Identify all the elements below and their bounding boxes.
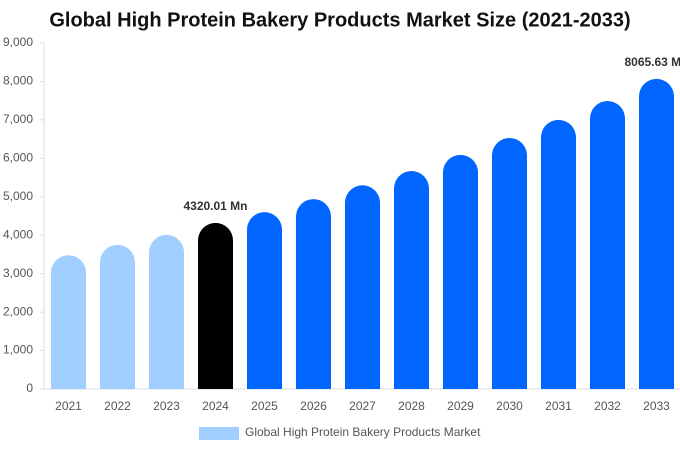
bar xyxy=(541,119,576,389)
bar xyxy=(443,154,478,389)
x-tick-label: 2029 xyxy=(447,399,474,413)
x-tick-label: 2030 xyxy=(496,399,523,413)
y-tick-label: 6,000 xyxy=(3,151,33,165)
x-tick-label: 2031 xyxy=(545,399,572,413)
bar xyxy=(639,78,674,390)
x-tick-label: 2022 xyxy=(104,399,131,413)
legend-label: Global High Protein Bakery Products Mark… xyxy=(245,425,481,439)
value-label: 8065.63 Mn xyxy=(624,55,680,69)
bar xyxy=(149,234,184,389)
y-tick-label: 2,000 xyxy=(3,304,33,318)
bar xyxy=(394,171,429,389)
x-tick-label: 2028 xyxy=(398,399,425,413)
bar xyxy=(51,255,86,389)
bar xyxy=(296,199,331,389)
x-tick-label: 2032 xyxy=(594,399,621,413)
bar xyxy=(590,101,625,389)
x-tick-label: 2027 xyxy=(349,399,376,413)
bar xyxy=(198,222,233,389)
value-label: 4320.01 Mn xyxy=(183,199,247,213)
y-tick-label: 7,000 xyxy=(3,112,33,126)
x-tick-label: 2024 xyxy=(202,399,229,413)
x-tick-label: 2025 xyxy=(251,399,278,413)
x-tick-label: 2023 xyxy=(153,399,180,413)
legend-swatch xyxy=(199,427,239,440)
y-tick-label: 0 xyxy=(26,381,33,395)
y-tick-label: 3,000 xyxy=(3,266,33,280)
x-tick-label: 2021 xyxy=(55,399,82,413)
y-tick-label: 4,000 xyxy=(3,227,33,241)
bar xyxy=(247,212,282,389)
bar xyxy=(345,185,380,389)
y-tick-label: 8,000 xyxy=(3,74,33,88)
y-tick-label: 5,000 xyxy=(3,189,33,203)
bar xyxy=(100,244,135,389)
y-tick-label: 9,000 xyxy=(3,35,33,49)
bar xyxy=(492,137,527,389)
x-tick-label: 2033 xyxy=(643,399,670,413)
x-tick-label: 2026 xyxy=(300,399,327,413)
chart-title: Global High Protein Bakery Products Mark… xyxy=(49,9,630,31)
y-tick-label: 1,000 xyxy=(3,343,33,357)
